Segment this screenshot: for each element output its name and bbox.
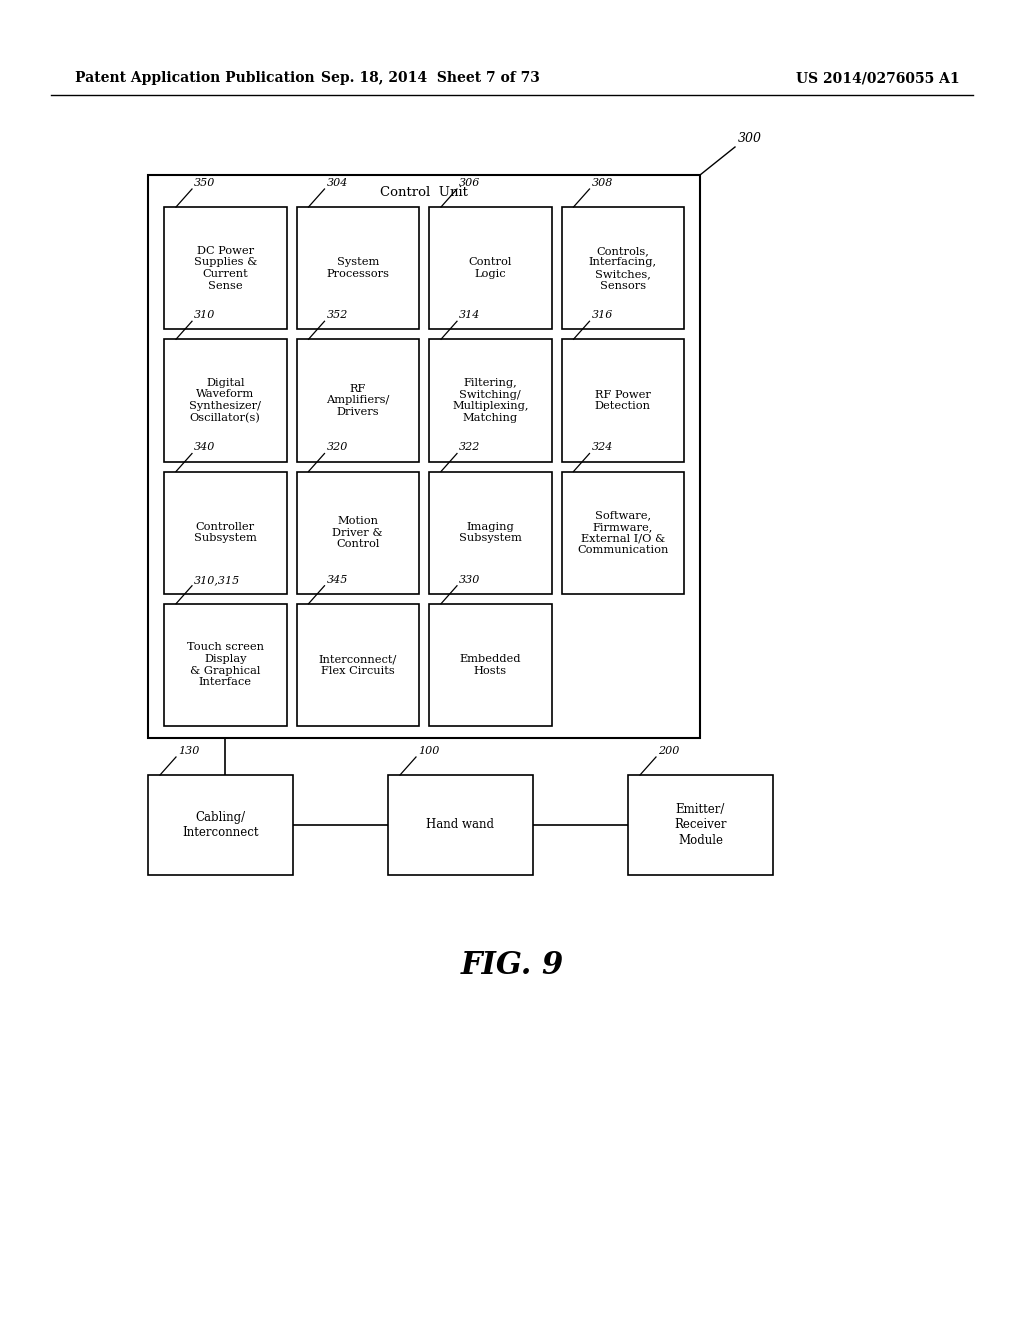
Bar bbox=[561, 471, 684, 594]
Text: 304: 304 bbox=[327, 178, 348, 187]
Bar bbox=[429, 603, 552, 726]
Text: 324: 324 bbox=[592, 442, 613, 453]
Text: 320: 320 bbox=[327, 442, 348, 453]
Text: Software,
Firmware,
External I/O &
Communication: Software, Firmware, External I/O & Commu… bbox=[578, 511, 669, 554]
Text: FIG. 9: FIG. 9 bbox=[461, 949, 563, 981]
Text: 330: 330 bbox=[459, 574, 480, 585]
Bar bbox=[429, 471, 552, 594]
Text: Imaging
Subsystem: Imaging Subsystem bbox=[459, 521, 521, 544]
Bar bbox=[297, 207, 419, 329]
Bar bbox=[148, 176, 700, 738]
Text: Controller
Subsystem: Controller Subsystem bbox=[194, 521, 257, 544]
Text: US 2014/0276055 A1: US 2014/0276055 A1 bbox=[797, 71, 961, 84]
Bar bbox=[297, 603, 419, 726]
Bar bbox=[561, 207, 684, 329]
Text: 200: 200 bbox=[658, 746, 679, 756]
Bar bbox=[164, 603, 287, 726]
Bar bbox=[297, 471, 419, 594]
Text: 310: 310 bbox=[194, 310, 215, 321]
Text: 306: 306 bbox=[459, 178, 480, 187]
Bar bbox=[429, 207, 552, 329]
Text: 352: 352 bbox=[327, 310, 348, 321]
Text: Cabling/
Interconnect: Cabling/ Interconnect bbox=[182, 810, 259, 840]
Text: Controls,
Interfacing,
Switches,
Sensors: Controls, Interfacing, Switches, Sensors bbox=[589, 246, 656, 290]
Bar bbox=[164, 207, 287, 329]
Bar bbox=[164, 339, 287, 462]
Bar bbox=[429, 339, 552, 462]
Bar bbox=[561, 339, 684, 462]
Bar bbox=[164, 471, 287, 594]
Text: 350: 350 bbox=[194, 178, 215, 187]
Text: Interconnect/
Flex Circuits: Interconnect/ Flex Circuits bbox=[318, 655, 397, 676]
Bar bbox=[628, 775, 773, 875]
Text: 308: 308 bbox=[592, 178, 613, 187]
Bar bbox=[148, 775, 293, 875]
Text: Embedded
Hosts: Embedded Hosts bbox=[460, 655, 521, 676]
Text: 310,315: 310,315 bbox=[194, 574, 241, 585]
Text: 300: 300 bbox=[738, 132, 762, 145]
Text: RF Power
Detection: RF Power Detection bbox=[595, 389, 650, 411]
Text: RF
Amplifiers/
Drivers: RF Amplifiers/ Drivers bbox=[326, 384, 389, 417]
Text: Control
Logic: Control Logic bbox=[469, 257, 512, 279]
Text: Touch screen
Display
& Graphical
Interface: Touch screen Display & Graphical Interfa… bbox=[186, 643, 264, 688]
Text: Motion
Driver &
Control: Motion Driver & Control bbox=[333, 516, 383, 549]
Text: Patent Application Publication: Patent Application Publication bbox=[75, 71, 314, 84]
Text: System
Processors: System Processors bbox=[327, 257, 389, 279]
Text: Sep. 18, 2014  Sheet 7 of 73: Sep. 18, 2014 Sheet 7 of 73 bbox=[321, 71, 540, 84]
Text: Hand wand: Hand wand bbox=[427, 818, 495, 832]
Text: 314: 314 bbox=[459, 310, 480, 321]
Text: 130: 130 bbox=[178, 746, 200, 756]
Text: 340: 340 bbox=[194, 442, 215, 453]
Text: DC Power
Supplies &
Current
Sense: DC Power Supplies & Current Sense bbox=[194, 246, 257, 290]
Text: 100: 100 bbox=[418, 746, 439, 756]
Text: 345: 345 bbox=[327, 574, 348, 585]
Text: Filtering,
Switching/
Multiplexing,
Matching: Filtering, Switching/ Multiplexing, Matc… bbox=[452, 378, 528, 422]
Bar bbox=[297, 339, 419, 462]
Text: Emitter/
Receiver
Module: Emitter/ Receiver Module bbox=[674, 804, 727, 846]
Bar bbox=[388, 775, 534, 875]
Text: 316: 316 bbox=[592, 310, 613, 321]
Text: 322: 322 bbox=[459, 442, 480, 453]
Text: Control  Unit: Control Unit bbox=[380, 186, 468, 199]
Text: Digital
Waveform
Synthesizer/
Oscillator(s): Digital Waveform Synthesizer/ Oscillator… bbox=[189, 378, 261, 422]
